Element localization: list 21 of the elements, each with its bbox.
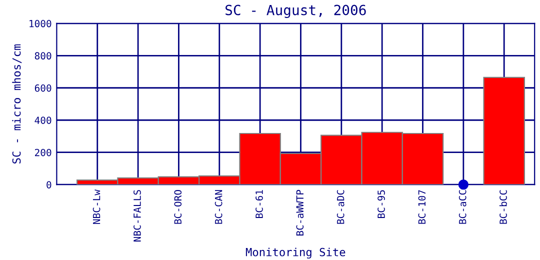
x-tick-label: BC-107 (418, 190, 426, 224)
x-tick-label: BC-61 (256, 190, 263, 218)
x-tick-label: BC-ORO (174, 190, 182, 224)
y-tick-label: 200 (35, 148, 52, 156)
y-tick-label: 600 (34, 84, 52, 92)
y-tick-label: 400 (34, 116, 52, 124)
x-tick-label: BC-bCC (499, 190, 507, 224)
y-tick-label: 1000 (30, 20, 52, 28)
x-tick-label: NBC-Lw (92, 189, 100, 224)
x-tick-label: BC-aCC (458, 190, 466, 224)
y-tick-label: 800 (34, 52, 52, 60)
y-tick-label: 0 (46, 181, 52, 188)
x-tick-label: BC-aDC (336, 190, 344, 224)
x-axis-title: Monitoring Site (246, 248, 346, 259)
bar (483, 76, 525, 185)
chart-title: SC - August, 2006 (226, 4, 366, 18)
x-tick-label: BC-95 (378, 190, 385, 218)
x-tick-label: NBC-FALLS (134, 190, 141, 242)
x-tick-label: BC-aWWTP (296, 190, 304, 236)
x-tick-label: BC-CAN (214, 190, 222, 224)
y-axis-title: SC - micro mhos/cm (12, 44, 22, 164)
